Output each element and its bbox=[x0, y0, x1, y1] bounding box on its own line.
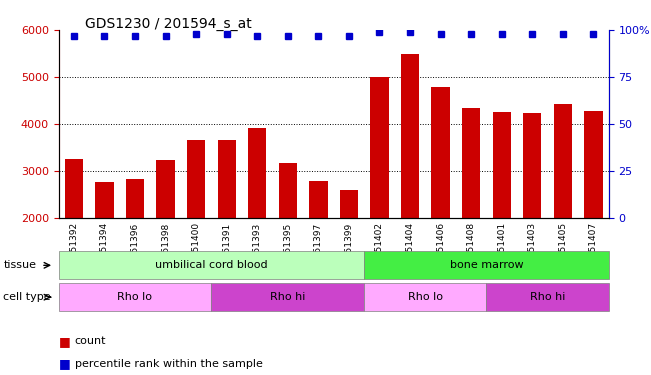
Bar bbox=[309, 181, 327, 218]
Text: Rho hi: Rho hi bbox=[530, 292, 565, 302]
Bar bbox=[279, 163, 297, 218]
Bar bbox=[156, 160, 174, 218]
Bar bbox=[523, 112, 542, 218]
Text: tissue: tissue bbox=[3, 260, 36, 270]
Text: Rho lo: Rho lo bbox=[408, 292, 443, 302]
Bar bbox=[584, 111, 603, 218]
Bar bbox=[248, 128, 266, 218]
Bar bbox=[126, 179, 144, 218]
Text: cell type: cell type bbox=[3, 292, 51, 302]
Bar bbox=[187, 140, 205, 218]
Bar bbox=[64, 159, 83, 218]
Bar bbox=[553, 104, 572, 218]
Bar bbox=[432, 87, 450, 218]
Text: Rho lo: Rho lo bbox=[117, 292, 152, 302]
Bar bbox=[370, 77, 389, 218]
Text: bone marrow: bone marrow bbox=[450, 260, 523, 270]
Text: umbilical cord blood: umbilical cord blood bbox=[155, 260, 268, 270]
Text: ■: ■ bbox=[59, 357, 70, 370]
Text: count: count bbox=[75, 336, 106, 346]
Text: ■: ■ bbox=[59, 335, 70, 348]
Bar bbox=[493, 112, 511, 218]
Text: GDS1230 / 201594_s_at: GDS1230 / 201594_s_at bbox=[85, 17, 251, 31]
Text: Rho hi: Rho hi bbox=[270, 292, 305, 302]
Bar bbox=[340, 190, 358, 217]
Text: percentile rank within the sample: percentile rank within the sample bbox=[75, 359, 263, 369]
Bar bbox=[217, 140, 236, 218]
Bar bbox=[95, 182, 113, 218]
Bar bbox=[462, 108, 480, 217]
Bar bbox=[401, 54, 419, 217]
